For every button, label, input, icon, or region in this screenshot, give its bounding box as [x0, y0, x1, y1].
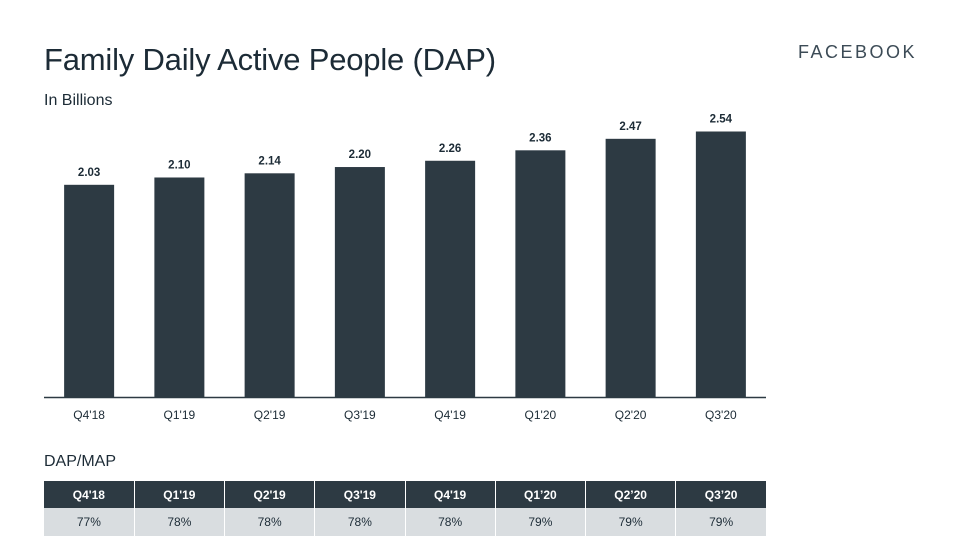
dap-map-title: DAP/MAP — [44, 453, 117, 470]
dap-map-header-row: Q4'18 Q1'19 Q2'19 Q3'19 Q4'19 Q1’20 Q2’2… — [44, 481, 766, 508]
dap-map-header-cell: Q2’20 — [585, 481, 677, 508]
x-tick-label: Q1'19 — [164, 408, 196, 422]
bar-value-label: 2.10 — [168, 159, 190, 171]
chart-subtitle: In Billions — [44, 92, 113, 109]
dap-map-value-cell: 79% — [585, 508, 677, 536]
bar — [244, 173, 295, 397]
bar-value-label: 2.54 — [710, 113, 733, 125]
dap-map-value-cell: 79% — [675, 508, 766, 536]
dap-map-header-cell: Q1’20 — [495, 481, 587, 508]
dap-map-value-cell: 78% — [134, 508, 226, 536]
bar — [695, 131, 746, 397]
bar-value-label: 2.36 — [529, 132, 551, 144]
dap-map-header-cell: Q2'19 — [224, 481, 316, 508]
bar-value-label: 2.47 — [619, 121, 641, 133]
x-tick-label: Q3'19 — [344, 408, 376, 422]
bar-value-label: 2.14 — [258, 155, 281, 167]
dap-map-value-cell: 78% — [314, 508, 406, 536]
x-tick-label: Q2'19 — [254, 408, 286, 422]
chart-title: Family Daily Active People (DAP) — [44, 42, 496, 77]
dap-map-header-cell: Q1'19 — [134, 481, 226, 508]
bar-value-label: 2.03 — [78, 167, 100, 179]
bar-value-label: 2.26 — [439, 143, 461, 155]
dap-map-header-cell: Q3'19 — [314, 481, 406, 508]
dap-map-value-cell: 79% — [495, 508, 587, 536]
brand-logo: FACEBOOK — [798, 42, 918, 62]
bar-chart: 2.03 Q4'18 2.10 Q1'19 2.14 Q2'19 2.20 Q3'19 2.26… — [44, 113, 766, 422]
x-tick-label: Q4'19 — [434, 408, 466, 422]
dap-map-header-cell: Q4'18 — [44, 481, 135, 508]
x-tick-label: Q4'18 — [73, 408, 105, 422]
dap-map-header-cell: Q3’20 — [675, 481, 766, 508]
x-tick-label: Q1'20 — [525, 408, 557, 422]
x-tick-label: Q3'20 — [705, 408, 737, 422]
dap-map-value-row: 77% 78% 78% 78% 78% 79% 79% 79% — [44, 508, 766, 536]
dap-map-table: Q4'18 Q1'19 Q2'19 Q3'19 Q4'19 Q1’20 Q2’2… — [44, 481, 766, 536]
dap-map-value-cell: 78% — [224, 508, 316, 536]
bar-value-label: 2.20 — [349, 149, 371, 161]
dap-map-header-cell: Q4'19 — [405, 481, 496, 508]
bar — [154, 177, 205, 397]
bar — [334, 167, 385, 397]
bar — [515, 150, 566, 397]
x-tick-label: Q2'20 — [615, 408, 647, 422]
dap-map-value-cell: 77% — [44, 508, 135, 536]
bar — [605, 138, 656, 397]
bar — [64, 184, 115, 397]
bar — [425, 160, 476, 397]
dap-map-value-cell: 78% — [405, 508, 496, 536]
